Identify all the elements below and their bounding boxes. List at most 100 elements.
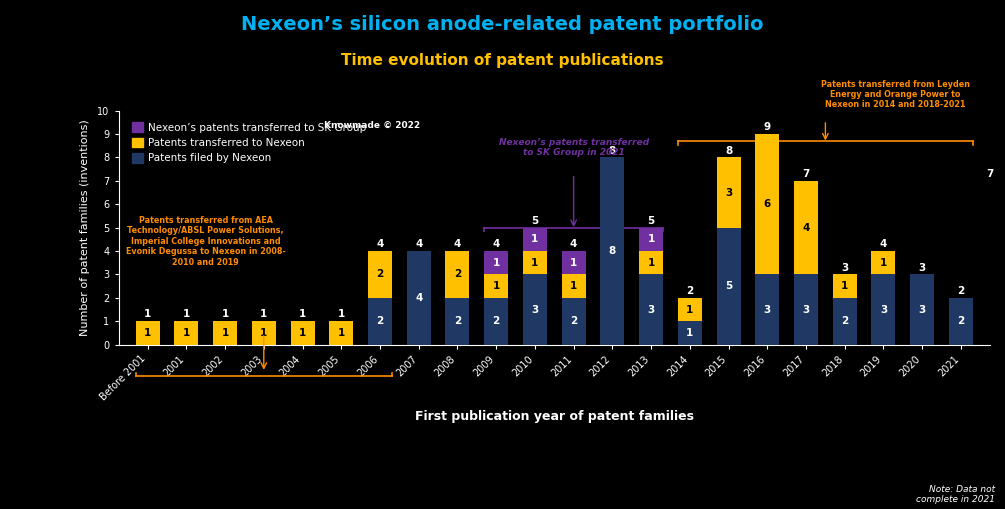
Text: 7: 7 bbox=[802, 169, 810, 179]
Bar bbox=[871, 251, 895, 274]
Text: 2: 2 bbox=[958, 316, 965, 326]
Text: Nexeon’s silicon anode-related patent portfolio: Nexeon’s silicon anode-related patent po… bbox=[241, 15, 764, 34]
Bar bbox=[484, 298, 509, 345]
Bar bbox=[484, 274, 509, 298]
Text: Note: Data not
complete in 2021: Note: Data not complete in 2021 bbox=[916, 485, 995, 504]
Text: 4: 4 bbox=[415, 293, 422, 303]
Text: 1: 1 bbox=[532, 258, 539, 268]
Bar bbox=[290, 321, 315, 345]
Bar bbox=[639, 251, 663, 274]
Text: 4: 4 bbox=[570, 239, 577, 249]
Bar bbox=[562, 298, 586, 345]
Text: 1: 1 bbox=[298, 309, 307, 319]
Text: Patents transferred from AEA
Technology/ABSL Power Solutions,
Imperial College I: Patents transferred from AEA Technology/… bbox=[126, 216, 285, 267]
Bar bbox=[949, 298, 973, 345]
Bar bbox=[911, 274, 935, 345]
Text: 3: 3 bbox=[764, 304, 771, 315]
Bar bbox=[756, 274, 779, 345]
Text: Nexeon’s patents transferred
to SK Group in 2021: Nexeon’s patents transferred to SK Group… bbox=[498, 138, 649, 157]
Legend: Nexeon’s patents transferred to SK Group, Patents transferred to Nexeon, Patents: Nexeon’s patents transferred to SK Group… bbox=[128, 118, 370, 167]
Bar bbox=[756, 134, 779, 274]
Bar bbox=[794, 274, 818, 345]
Text: 1: 1 bbox=[338, 328, 345, 338]
Text: 1: 1 bbox=[686, 328, 693, 338]
Text: 3: 3 bbox=[725, 187, 733, 197]
Text: 1: 1 bbox=[260, 328, 267, 338]
Text: 3: 3 bbox=[532, 304, 539, 315]
Y-axis label: Number of patent families (inventions): Number of patent families (inventions) bbox=[80, 119, 90, 336]
Text: 1: 1 bbox=[879, 258, 887, 268]
Text: 2: 2 bbox=[376, 269, 384, 279]
Text: 3: 3 bbox=[919, 263, 926, 272]
Text: 2: 2 bbox=[492, 316, 499, 326]
Text: 1: 1 bbox=[492, 281, 499, 291]
Text: 4: 4 bbox=[454, 239, 461, 249]
Bar bbox=[445, 251, 469, 298]
Text: 9: 9 bbox=[764, 122, 771, 132]
Bar bbox=[562, 274, 586, 298]
Text: 1: 1 bbox=[144, 328, 151, 338]
Bar bbox=[871, 274, 895, 345]
Bar bbox=[677, 298, 701, 321]
Text: Patents transferred from Leyden
Energy and Orange Power to
Nexeon in 2014 and 20: Patents transferred from Leyden Energy a… bbox=[821, 79, 970, 109]
Text: 2: 2 bbox=[376, 316, 384, 326]
Text: 5: 5 bbox=[532, 216, 539, 226]
Text: 2: 2 bbox=[686, 286, 693, 296]
Bar bbox=[677, 321, 701, 345]
Bar bbox=[174, 321, 198, 345]
Text: 4: 4 bbox=[879, 239, 887, 249]
Text: 4: 4 bbox=[492, 239, 499, 249]
Text: 2: 2 bbox=[454, 316, 461, 326]
Text: 1: 1 bbox=[532, 234, 539, 244]
Bar bbox=[717, 228, 741, 345]
Text: 1: 1 bbox=[647, 234, 654, 244]
Text: 4: 4 bbox=[415, 239, 422, 249]
Text: 1: 1 bbox=[338, 309, 345, 319]
Text: 5: 5 bbox=[647, 216, 654, 226]
Text: 3: 3 bbox=[919, 304, 926, 315]
Bar bbox=[794, 181, 818, 274]
Bar bbox=[484, 251, 509, 274]
X-axis label: First publication year of patent families: First publication year of patent familie… bbox=[415, 410, 693, 423]
Bar bbox=[523, 274, 547, 345]
Text: 4: 4 bbox=[802, 222, 810, 233]
Text: 1: 1 bbox=[492, 258, 499, 268]
Text: 2: 2 bbox=[841, 316, 848, 326]
Text: 1: 1 bbox=[647, 258, 654, 268]
Bar bbox=[252, 321, 275, 345]
Bar bbox=[136, 321, 160, 345]
Text: 3: 3 bbox=[802, 304, 810, 315]
Text: 1: 1 bbox=[183, 309, 190, 319]
Bar bbox=[445, 298, 469, 345]
Text: 2: 2 bbox=[958, 286, 965, 296]
Bar bbox=[833, 274, 857, 298]
Bar bbox=[639, 228, 663, 251]
Text: 1: 1 bbox=[260, 309, 267, 319]
Text: 1: 1 bbox=[570, 281, 577, 291]
Text: 1: 1 bbox=[841, 281, 848, 291]
Text: 1: 1 bbox=[183, 328, 190, 338]
Text: 8: 8 bbox=[609, 146, 616, 156]
Bar bbox=[523, 228, 547, 251]
Text: 1: 1 bbox=[298, 328, 307, 338]
Bar bbox=[407, 251, 431, 345]
Bar bbox=[368, 251, 392, 298]
Bar bbox=[562, 251, 586, 274]
Text: Time evolution of patent publications: Time evolution of patent publications bbox=[341, 53, 664, 68]
Bar bbox=[639, 274, 663, 345]
Bar bbox=[368, 298, 392, 345]
Text: 3: 3 bbox=[879, 304, 887, 315]
Text: 3: 3 bbox=[647, 304, 654, 315]
Text: 8: 8 bbox=[725, 146, 733, 156]
Bar bbox=[330, 321, 354, 345]
Text: 4: 4 bbox=[376, 239, 384, 249]
Text: 1: 1 bbox=[221, 309, 229, 319]
Text: 5: 5 bbox=[725, 281, 733, 291]
Text: Knowmade © 2022: Knowmade © 2022 bbox=[325, 121, 420, 130]
Bar bbox=[213, 321, 237, 345]
Text: 1: 1 bbox=[144, 309, 151, 319]
Text: 3: 3 bbox=[841, 263, 848, 272]
Text: 8: 8 bbox=[609, 246, 616, 256]
Text: 2: 2 bbox=[570, 316, 577, 326]
Bar bbox=[600, 157, 624, 345]
